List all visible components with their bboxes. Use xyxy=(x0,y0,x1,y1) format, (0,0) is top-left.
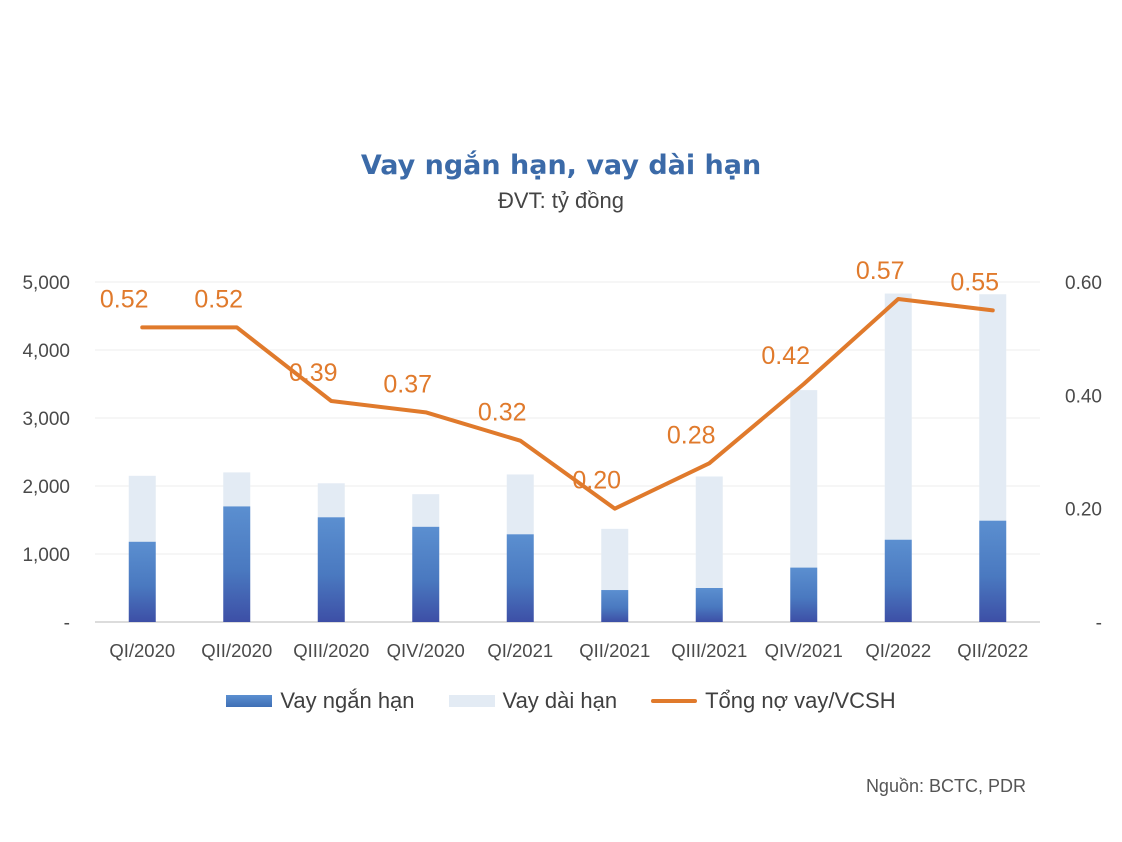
ratio-data-label: 0.57 xyxy=(856,257,905,285)
bar-short-term xyxy=(317,517,345,622)
y-left-tick-label: 3,000 xyxy=(22,409,70,430)
y-left-tick-label: 4,000 xyxy=(22,341,70,362)
y-right-tick-label: 0.60 xyxy=(1065,273,1102,294)
bar-short-term xyxy=(128,541,156,622)
x-category-label: QI/2020 xyxy=(109,640,175,661)
bar-long-term xyxy=(223,472,251,507)
x-category-label: QI/2021 xyxy=(487,640,553,661)
chart-legend: Vay ngắn hạn Vay dài hạn Tổng nợ vay/VCS… xyxy=(0,688,1122,714)
x-category-label: QI/2022 xyxy=(865,640,931,661)
bar-short-term xyxy=(695,588,723,622)
legend-item-long-term: Vay dài hạn xyxy=(448,688,618,714)
ratio-data-label: 0.52 xyxy=(194,285,243,313)
bar-long-term xyxy=(601,528,629,591)
chart-subtitle: ĐVT: tỷ đồng xyxy=(498,188,624,213)
ratio-data-label: 0.52 xyxy=(100,285,149,313)
y-left-tick-label: 1,000 xyxy=(22,545,70,566)
bar-long-term xyxy=(979,294,1007,521)
ratio-line xyxy=(140,297,995,511)
legend-label-ratio: Tổng nợ vay/VCSH xyxy=(705,688,896,713)
bar-long-term xyxy=(790,390,818,568)
y-left-tick-label: - xyxy=(64,613,70,634)
bar-long-term xyxy=(412,494,440,527)
x-category-label: QIII/2020 xyxy=(293,640,369,661)
bar-short-term xyxy=(412,526,440,622)
y-left-tick-label: 5,000 xyxy=(22,273,70,294)
legend-label-long-term: Vay dài hạn xyxy=(502,688,618,713)
bar-short-term xyxy=(979,520,1007,622)
x-category-label: QIII/2021 xyxy=(671,640,747,661)
bar-long-term xyxy=(128,475,156,542)
legend-item-short-term: Vay ngắn hạn xyxy=(226,688,415,714)
bar-long-term xyxy=(884,293,912,540)
source-note: Nguồn: BCTC, PDR xyxy=(865,776,1026,796)
ratio-data-label: 0.42 xyxy=(761,342,810,370)
bar-short-term xyxy=(601,590,629,622)
bar-short-term xyxy=(223,506,251,622)
legend-swatch-short-term xyxy=(226,695,273,707)
legend-label-short-term: Vay ngắn hạn xyxy=(280,688,415,713)
x-category-label: QII/2021 xyxy=(579,640,650,661)
bar-long-term xyxy=(317,483,345,518)
y-right-tick-label: - xyxy=(1096,613,1102,634)
ratio-data-label: 0.55 xyxy=(950,268,999,296)
ratio-data-label: 0.37 xyxy=(383,370,432,398)
ratio-data-label: 0.39 xyxy=(289,359,338,387)
bar-long-term xyxy=(506,474,534,535)
y-right-tick-label: 0.40 xyxy=(1065,386,1102,407)
bar-short-term xyxy=(884,539,912,622)
legend-swatch-long-term xyxy=(448,695,495,707)
legend-item-ratio: Tổng nợ vay/VCSH xyxy=(651,688,896,714)
bar-short-term xyxy=(790,567,818,622)
x-category-label: QIV/2020 xyxy=(387,640,465,661)
chart-title: Vay ngắn hạn, vay dài hạn xyxy=(360,150,762,181)
x-category-label: QIV/2021 xyxy=(765,640,843,661)
x-category-label: QII/2020 xyxy=(201,640,272,661)
y-left-tick-label: 2,000 xyxy=(22,477,70,498)
y-right-tick-label: 0.20 xyxy=(1065,500,1102,521)
legend-swatch-ratio xyxy=(651,699,698,703)
ratio-data-label: 0.28 xyxy=(667,421,716,449)
ratio-data-label: 0.32 xyxy=(478,399,527,427)
ratio-data-label: 0.20 xyxy=(572,467,621,495)
x-category-label: QII/2022 xyxy=(957,640,1028,661)
bar-long-term xyxy=(695,476,723,588)
bar-short-term xyxy=(506,534,534,622)
